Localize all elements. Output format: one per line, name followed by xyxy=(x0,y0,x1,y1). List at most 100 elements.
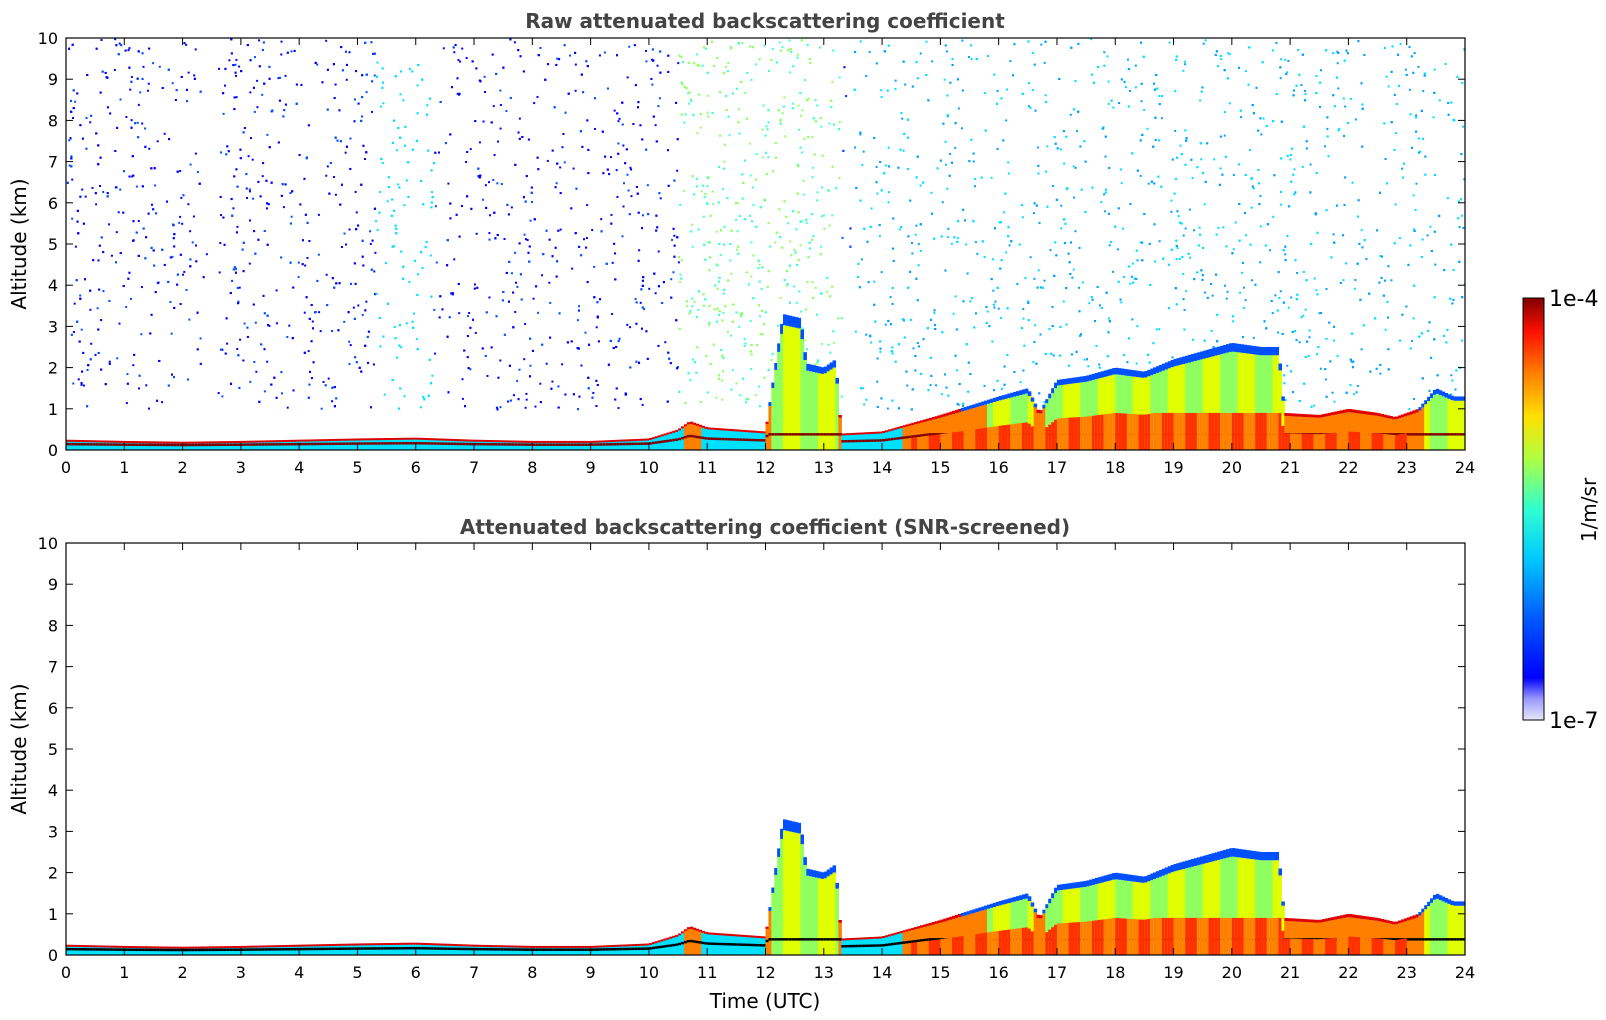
noise-pixel xyxy=(514,251,517,254)
noise-pixel xyxy=(152,249,155,252)
noise-pixel xyxy=(460,205,463,208)
noise-pixel xyxy=(639,301,642,304)
noise-pixel xyxy=(712,343,715,346)
noise-pixel xyxy=(400,250,403,253)
noise-pixel xyxy=(1450,393,1453,396)
noise-pixel xyxy=(947,394,950,397)
noise-pixel xyxy=(906,136,909,139)
noise-pixel xyxy=(862,150,865,153)
noise-pixel xyxy=(490,121,493,124)
noise-pixel xyxy=(1296,293,1299,296)
noise-pixel xyxy=(1107,331,1110,334)
noise-pixel xyxy=(778,41,781,44)
noise-pixel xyxy=(775,231,778,234)
noise-pixel xyxy=(196,171,199,174)
noise-pixel xyxy=(915,277,918,280)
noise-pixel xyxy=(1221,173,1224,176)
noise-pixel xyxy=(997,307,1000,310)
noise-pixel xyxy=(518,117,521,120)
noise-pixel xyxy=(911,85,914,88)
noise-pixel xyxy=(1075,130,1078,133)
noise-pixel xyxy=(496,182,499,185)
noise-pixel xyxy=(407,161,410,164)
noise-pixel xyxy=(1360,82,1363,85)
noise-pixel xyxy=(581,145,584,148)
noise-pixel xyxy=(1295,339,1298,342)
noise-pixel xyxy=(141,52,144,55)
noise-pixel xyxy=(557,229,560,232)
noise-pixel xyxy=(433,162,436,165)
noise-pixel xyxy=(743,345,746,348)
noise-pixel xyxy=(595,379,598,382)
noise-pixel xyxy=(1336,50,1339,53)
noise-pixel xyxy=(301,263,304,266)
noise-pixel xyxy=(509,96,512,99)
noise-pixel xyxy=(71,43,74,46)
noise-pixel xyxy=(1332,52,1335,55)
noise-pixel xyxy=(1337,129,1340,132)
noise-pixel xyxy=(1120,301,1123,304)
noise-pixel xyxy=(600,230,603,233)
noise-pixel xyxy=(704,193,707,196)
noise-pixel xyxy=(594,97,597,100)
noise-pixel xyxy=(983,256,986,259)
noise-pixel xyxy=(681,83,684,86)
noise-pixel xyxy=(1181,256,1184,259)
noise-pixel xyxy=(563,44,566,47)
noise-pixel xyxy=(537,54,540,57)
noise-pixel xyxy=(1135,362,1138,365)
noise-pixel xyxy=(1269,249,1272,252)
noise-pixel xyxy=(1264,244,1267,247)
noise-pixel xyxy=(108,223,111,226)
noise-pixel xyxy=(1315,92,1318,95)
noise-pixel xyxy=(984,92,987,95)
noise-pixel xyxy=(1433,296,1436,299)
noise-pixel xyxy=(459,60,462,63)
noise-pixel xyxy=(1126,58,1129,61)
noise-pixel xyxy=(738,108,741,111)
noise-pixel xyxy=(185,88,188,91)
noise-pixel xyxy=(1154,138,1157,141)
noise-pixel xyxy=(722,167,725,170)
noise-pixel xyxy=(280,371,283,374)
noise-pixel xyxy=(635,322,638,325)
noise-pixel xyxy=(757,266,760,269)
noise-pixel xyxy=(806,281,809,284)
noise-pixel xyxy=(1313,404,1316,407)
noise-pixel xyxy=(1153,88,1156,91)
noise-pixel xyxy=(1123,275,1126,278)
noise-pixel xyxy=(727,70,730,73)
noise-pixel xyxy=(229,292,232,295)
noise-pixel xyxy=(1203,203,1206,206)
noise-pixel xyxy=(667,54,670,57)
noise-pixel xyxy=(790,50,793,53)
noise-pixel xyxy=(1185,137,1188,140)
noise-pixel xyxy=(137,220,140,223)
noise-pixel xyxy=(421,267,424,270)
noise-pixel xyxy=(80,382,83,385)
noise-pixel xyxy=(246,44,249,47)
noise-pixel xyxy=(696,64,699,67)
noise-pixel xyxy=(1315,75,1318,78)
noise-pixel xyxy=(1412,71,1415,74)
noise-pixel xyxy=(370,268,373,271)
noise-pixel xyxy=(1033,277,1036,280)
noise-pixel xyxy=(1175,245,1178,248)
noise-pixel xyxy=(722,311,725,314)
noise-pixel xyxy=(798,290,801,293)
noise-pixel xyxy=(579,130,582,133)
noise-pixel xyxy=(587,148,590,151)
noise-pixel xyxy=(911,252,914,255)
noise-pixel xyxy=(530,186,533,189)
noise-pixel xyxy=(232,268,235,271)
noise-pixel xyxy=(1120,78,1123,81)
noise-pixel xyxy=(1065,135,1068,138)
noise-pixel xyxy=(1250,279,1253,282)
noise-pixel xyxy=(96,307,99,310)
noise-pixel xyxy=(1423,72,1426,75)
noise-pixel xyxy=(230,38,233,41)
noise-pixel xyxy=(755,225,758,228)
noise-pixel xyxy=(650,78,653,81)
noise-pixel xyxy=(815,362,818,365)
noise-pixel xyxy=(915,224,918,227)
